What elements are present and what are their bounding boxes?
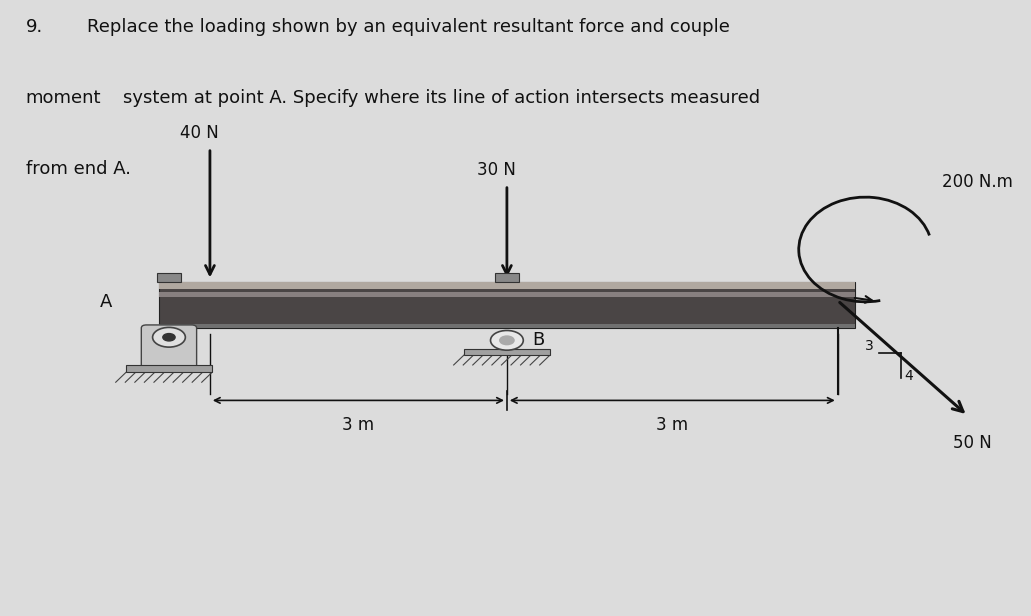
Text: from end A.: from end A.: [26, 160, 131, 178]
Text: 3 m: 3 m: [342, 416, 374, 434]
Text: 30 N: 30 N: [477, 161, 517, 179]
Text: 40 N: 40 N: [180, 124, 219, 142]
Circle shape: [163, 334, 175, 341]
Text: 50 N: 50 N: [954, 434, 992, 452]
Bar: [159, 324, 855, 328]
Bar: [126, 365, 212, 372]
Text: B: B: [532, 331, 544, 349]
Text: 4: 4: [904, 369, 913, 383]
Circle shape: [491, 330, 524, 350]
FancyBboxPatch shape: [141, 325, 197, 368]
Circle shape: [153, 328, 186, 347]
Bar: [159, 292, 855, 297]
Text: moment: moment: [26, 89, 101, 107]
Bar: [159, 282, 855, 290]
Text: A: A: [100, 293, 112, 311]
Text: 9.: 9.: [26, 18, 43, 36]
Text: 3: 3: [865, 339, 873, 353]
Text: Replace the loading shown by an equivalent resultant force and couple: Replace the loading shown by an equivale…: [87, 18, 730, 36]
Text: system at point A. Specify where its line of action intersects measured: system at point A. Specify where its lin…: [123, 89, 760, 107]
Bar: [464, 349, 550, 355]
Text: 3 m: 3 m: [656, 416, 689, 434]
Circle shape: [500, 336, 514, 345]
Text: 200 N.m: 200 N.m: [942, 173, 1013, 191]
Bar: [495, 272, 520, 282]
Bar: [157, 272, 181, 282]
Bar: [159, 282, 855, 328]
